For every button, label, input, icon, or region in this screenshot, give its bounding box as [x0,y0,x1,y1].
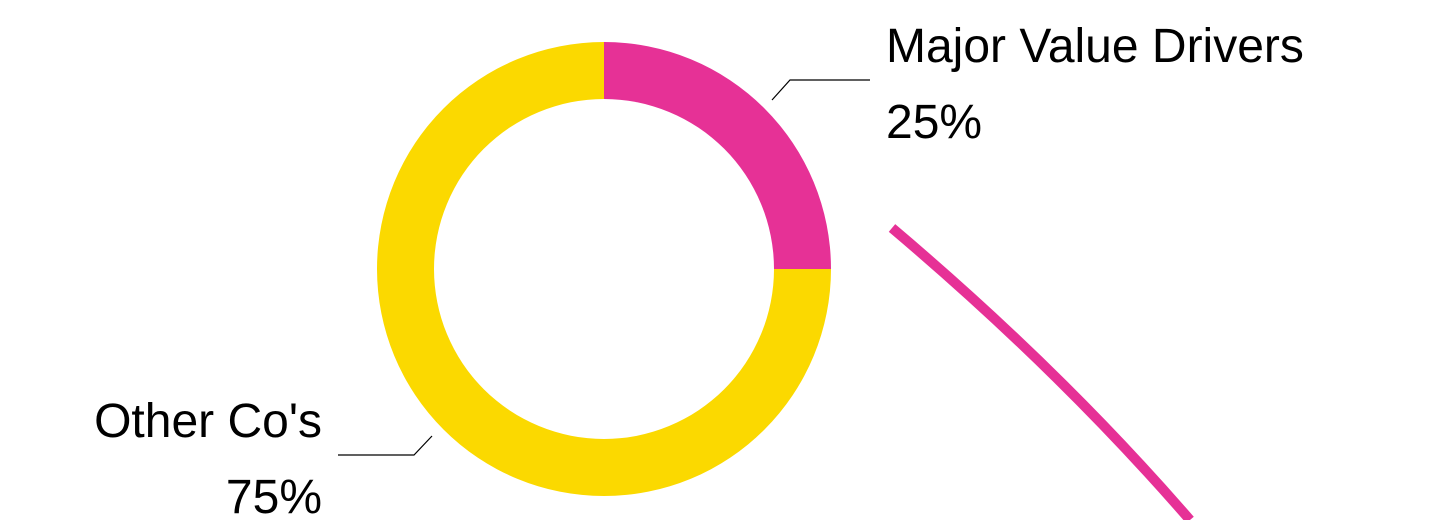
leader-line [771,79,870,101]
leader-line [338,435,433,456]
donut-slice [604,42,831,269]
donut [377,42,831,496]
slice-label: Major Value Drivers [886,20,1304,73]
slice-label: Other Co's [94,395,322,448]
slice-value-label: 25% [886,96,982,149]
slice-value-label: 75% [226,471,322,520]
decorative-curve [888,224,1194,520]
